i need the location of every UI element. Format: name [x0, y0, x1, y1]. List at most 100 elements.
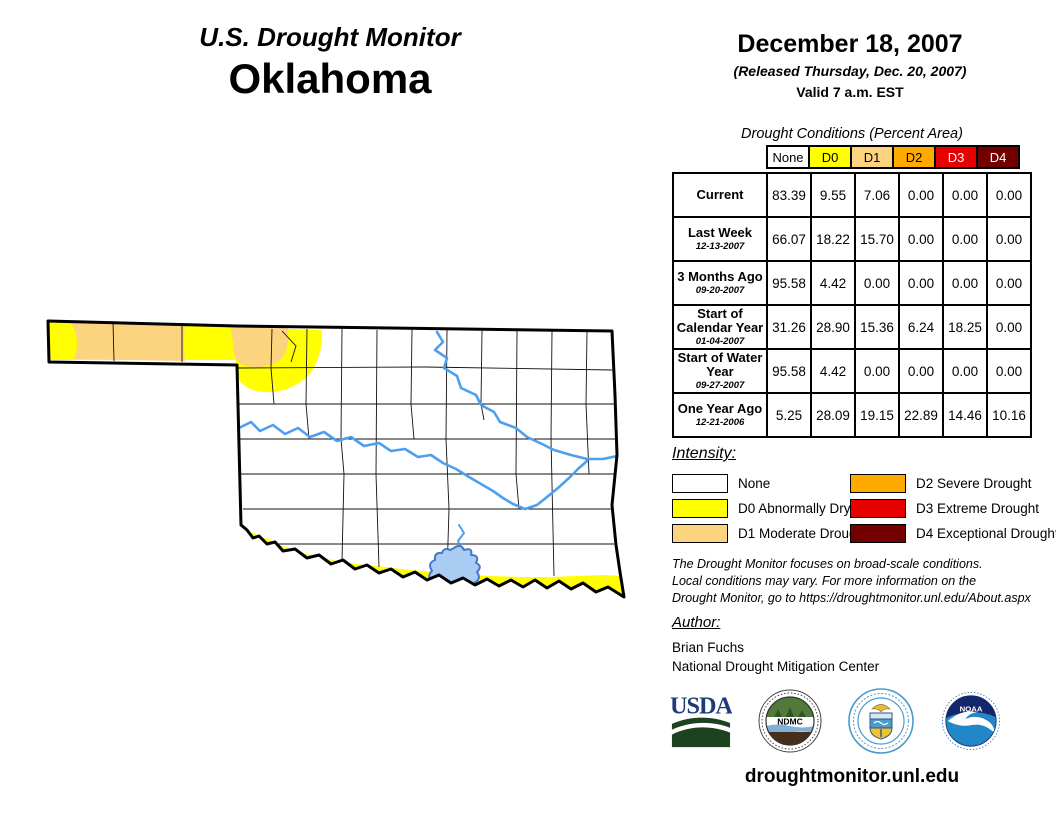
ndmc-text: NDMC: [777, 716, 803, 726]
cell-value: 22.89: [898, 392, 944, 438]
state-outline: [46, 319, 626, 599]
table-row: 3 Months Ago 09-20-2007 95.58 4.42 0.00 0…: [672, 260, 1032, 306]
agency-logos: USDA NDMC: [670, 688, 1002, 754]
legend-label: None: [738, 476, 771, 491]
legend-swatch-d1: [672, 524, 728, 543]
column-header-d0: D0: [808, 145, 852, 169]
website-url: droughtmonitor.unl.edu: [744, 766, 960, 787]
cell-value: 0.00: [898, 216, 944, 262]
disclaimer-line: Local conditions may vary. For more info…: [672, 574, 977, 588]
legend-label: D3 Extreme Drought: [916, 501, 1040, 516]
row-date: 09-20-2007: [695, 285, 745, 296]
legend-item-d3: D3 Extreme Drought: [850, 496, 1039, 521]
cell-value: 4.42: [810, 260, 856, 306]
legend-swatch-d0: [672, 499, 728, 518]
title-block: U.S. Drought Monitor Oklahoma: [110, 22, 550, 102]
cell-value: 0.00: [942, 260, 988, 306]
cell-value: 9.55: [810, 172, 856, 218]
row-label: Last Week: [687, 225, 753, 240]
cell-value: 4.42: [810, 348, 856, 394]
noaa-text: NOAA: [960, 704, 983, 713]
cell-value: 14.46: [942, 392, 988, 438]
cell-value: 0.00: [942, 172, 988, 218]
cell-value: 6.24: [898, 304, 944, 350]
cell-value: 5.25: [766, 392, 812, 438]
state-name-title: Oklahoma: [228, 55, 432, 102]
legend-label: D0 Abnormally Dry: [738, 501, 851, 516]
released-date: (Released Thursday, Dec. 20, 2007): [733, 63, 967, 79]
cell-value: 18.22: [810, 216, 856, 262]
noaa-logo: NOAA: [940, 690, 1002, 752]
legend-item-d2: D2 Severe Drought: [850, 471, 1032, 496]
cell-value: 95.58: [766, 260, 812, 306]
table-row: Start of Water Year 09-27-2007 95.58 4.42…: [672, 348, 1032, 394]
cell-value: 31.26: [766, 304, 812, 350]
row-label: Start of Calendar Year: [676, 306, 764, 335]
column-header-d4: D4: [976, 145, 1020, 169]
cell-value: 19.15: [854, 392, 900, 438]
cell-value: 0.00: [986, 304, 1032, 350]
legend-item-none: None: [672, 471, 850, 496]
disclaimer-line: The Drought Monitor focuses on broad-sca…: [672, 557, 983, 571]
row-label: One Year Ago: [677, 401, 763, 416]
row-label: Current: [696, 187, 744, 202]
legend-label: D4 Exceptional Drought: [916, 526, 1056, 541]
column-header-none: None: [766, 145, 810, 169]
legend-item-d0: D0 Abnormally Dry: [672, 496, 851, 521]
cell-value: 83.39: [766, 172, 812, 218]
author-heading: Author:: [672, 614, 721, 631]
author-name: Brian Fuchs: [672, 640, 745, 655]
row-date: 12-13-2007: [695, 241, 745, 252]
lake-texoma: [428, 544, 481, 597]
cell-value: 7.06: [854, 172, 900, 218]
legend-label: D2 Severe Drought: [916, 476, 1032, 491]
doc-seal-logo: [848, 688, 914, 754]
usda-logo: USDA: [670, 692, 732, 748]
cell-value: 18.25: [942, 304, 988, 350]
oklahoma-drought-map: [30, 298, 630, 613]
cell-value: 0.00: [898, 172, 944, 218]
author-block: Author: Brian Fuchs National Drought Mit…: [672, 614, 879, 676]
valid-time: Valid 7 a.m. EST: [796, 84, 904, 100]
row-date: 09-27-2007: [695, 380, 745, 391]
legend-label: D1 Moderate Drought: [738, 526, 868, 541]
row-date: 12-21-2006: [695, 417, 745, 428]
cell-value: 0.00: [986, 260, 1032, 306]
table-header-row: None D0 D1 D2 D3 D4: [766, 145, 1032, 169]
map-date: December 18, 2007: [737, 30, 963, 58]
cell-value: 28.90: [810, 304, 856, 350]
river-north: [433, 330, 619, 461]
cell-value: 10.16: [986, 392, 1032, 438]
row-label: Start of Water Year: [677, 350, 763, 379]
legend-swatch-d2: [850, 474, 906, 493]
legend-heading: Intensity:: [672, 445, 737, 462]
disclaimer-line: Drought Monitor, go to https://droughtmo…: [672, 591, 1031, 605]
column-header-d3: D3: [934, 145, 978, 169]
cell-value: 66.07: [766, 216, 812, 262]
ndmc-logo: NDMC: [758, 689, 822, 753]
cell-value: 0.00: [986, 216, 1032, 262]
author-org: National Drought Mitigation Center: [672, 659, 880, 674]
table-row: Last Week 12-13-2007 66.07 18.22 15.70 0.…: [672, 216, 1032, 262]
cell-value: 0.00: [854, 260, 900, 306]
report-title: U.S. Drought Monitor: [199, 22, 461, 52]
cell-value: 15.36: [854, 304, 900, 350]
county-lines: [112, 321, 617, 577]
cell-value: 28.09: [810, 392, 856, 438]
cell-value: 0.00: [942, 348, 988, 394]
d1-area-northwest-patch: [230, 325, 289, 368]
cell-value: 0.00: [942, 216, 988, 262]
cell-value: 0.00: [898, 260, 944, 306]
legend-item-d1: D1 Moderate Drought: [672, 521, 868, 546]
cell-value: 0.00: [986, 172, 1032, 218]
disclaimer-text: The Drought Monitor focuses on broad-sca…: [672, 556, 1031, 607]
cell-value: 0.00: [854, 348, 900, 394]
cell-value: 15.70: [854, 216, 900, 262]
column-header-d2: D2: [892, 145, 936, 169]
state-fill: [48, 321, 624, 597]
intensity-legend: Intensity: None D0 Abnormally Dry D1 Mod…: [672, 445, 1056, 546]
cell-value: 95.58: [766, 348, 812, 394]
usda-text: USDA: [670, 692, 732, 719]
cell-value: 0.00: [898, 348, 944, 394]
